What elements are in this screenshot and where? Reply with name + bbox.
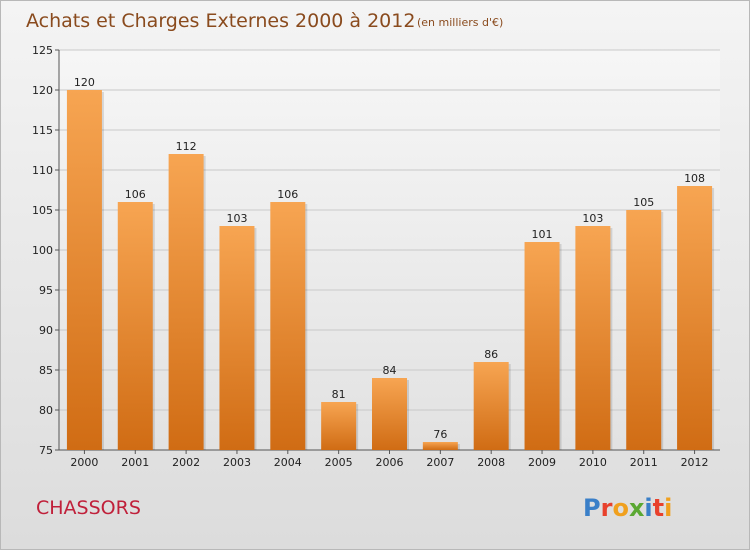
x-tick-label: 2012 <box>681 456 709 469</box>
y-tick-label: 110 <box>32 164 53 177</box>
bar <box>372 378 407 450</box>
bar <box>473 362 509 450</box>
x-tick-label: 2006 <box>376 456 404 469</box>
x-tick-label: 2001 <box>121 456 149 469</box>
x-tick-label: 2011 <box>630 456 658 469</box>
bar <box>677 186 713 450</box>
y-tick-label: 80 <box>39 404 53 417</box>
proxiti-logo: Proxiti <box>583 494 672 522</box>
bar <box>524 242 560 450</box>
bar-value-label: 105 <box>633 196 654 209</box>
bar-value-label: 86 <box>484 348 498 361</box>
x-tick-label: 2002 <box>172 456 200 469</box>
plot-area: 75 80 85 90 95 100 105 110 115 120 125 120 2000 106 20… <box>32 44 720 469</box>
x-tick-label: 2005 <box>325 456 353 469</box>
bar-value-label: 106 <box>125 188 146 201</box>
x-tick-label: 2007 <box>426 456 454 469</box>
x-tick-label: 2010 <box>579 456 607 469</box>
bar <box>575 226 611 450</box>
bar-value-label: 76 <box>433 428 447 441</box>
bar-value-label: 112 <box>176 140 197 153</box>
bar-value-label: 84 <box>383 364 397 377</box>
chart-title: Achats et Charges Externes 2000 à 2012 <box>26 10 415 32</box>
y-tick-label: 75 <box>39 444 53 457</box>
chart-unit: (en milliers d'€) <box>417 16 503 29</box>
city-name: CHASSORS <box>36 497 141 519</box>
bar <box>168 154 204 450</box>
y-tick-label: 105 <box>32 204 53 217</box>
bar <box>270 202 306 450</box>
y-tick-label: 85 <box>39 364 53 377</box>
y-tick-label: 90 <box>39 324 53 337</box>
y-tick-label: 115 <box>32 124 53 137</box>
bar-value-label: 120 <box>74 76 95 89</box>
bar-value-label: 106 <box>277 188 298 201</box>
bar-value-label: 81 <box>332 388 346 401</box>
y-tick-label: 120 <box>32 84 53 97</box>
bar <box>422 442 458 450</box>
y-tick-label: 95 <box>39 284 53 297</box>
bar <box>321 402 357 450</box>
x-tick-label: 2004 <box>274 456 302 469</box>
bar-value-label: 103 <box>226 212 247 225</box>
y-tick-label: 125 <box>32 44 53 57</box>
x-tick-label: 2003 <box>223 456 251 469</box>
bar-value-label: 108 <box>684 172 705 185</box>
bar <box>219 226 255 450</box>
bar <box>66 90 102 450</box>
bar <box>117 202 153 450</box>
x-tick-label: 2009 <box>528 456 556 469</box>
bar-value-label: 103 <box>582 212 603 225</box>
x-tick-label: 2008 <box>477 456 505 469</box>
svg-text:Proxiti: Proxiti <box>583 494 672 522</box>
bar <box>626 210 662 450</box>
y-tick-label: 100 <box>32 244 53 257</box>
bar-value-label: 101 <box>532 228 553 241</box>
x-tick-label: 2000 <box>70 456 98 469</box>
